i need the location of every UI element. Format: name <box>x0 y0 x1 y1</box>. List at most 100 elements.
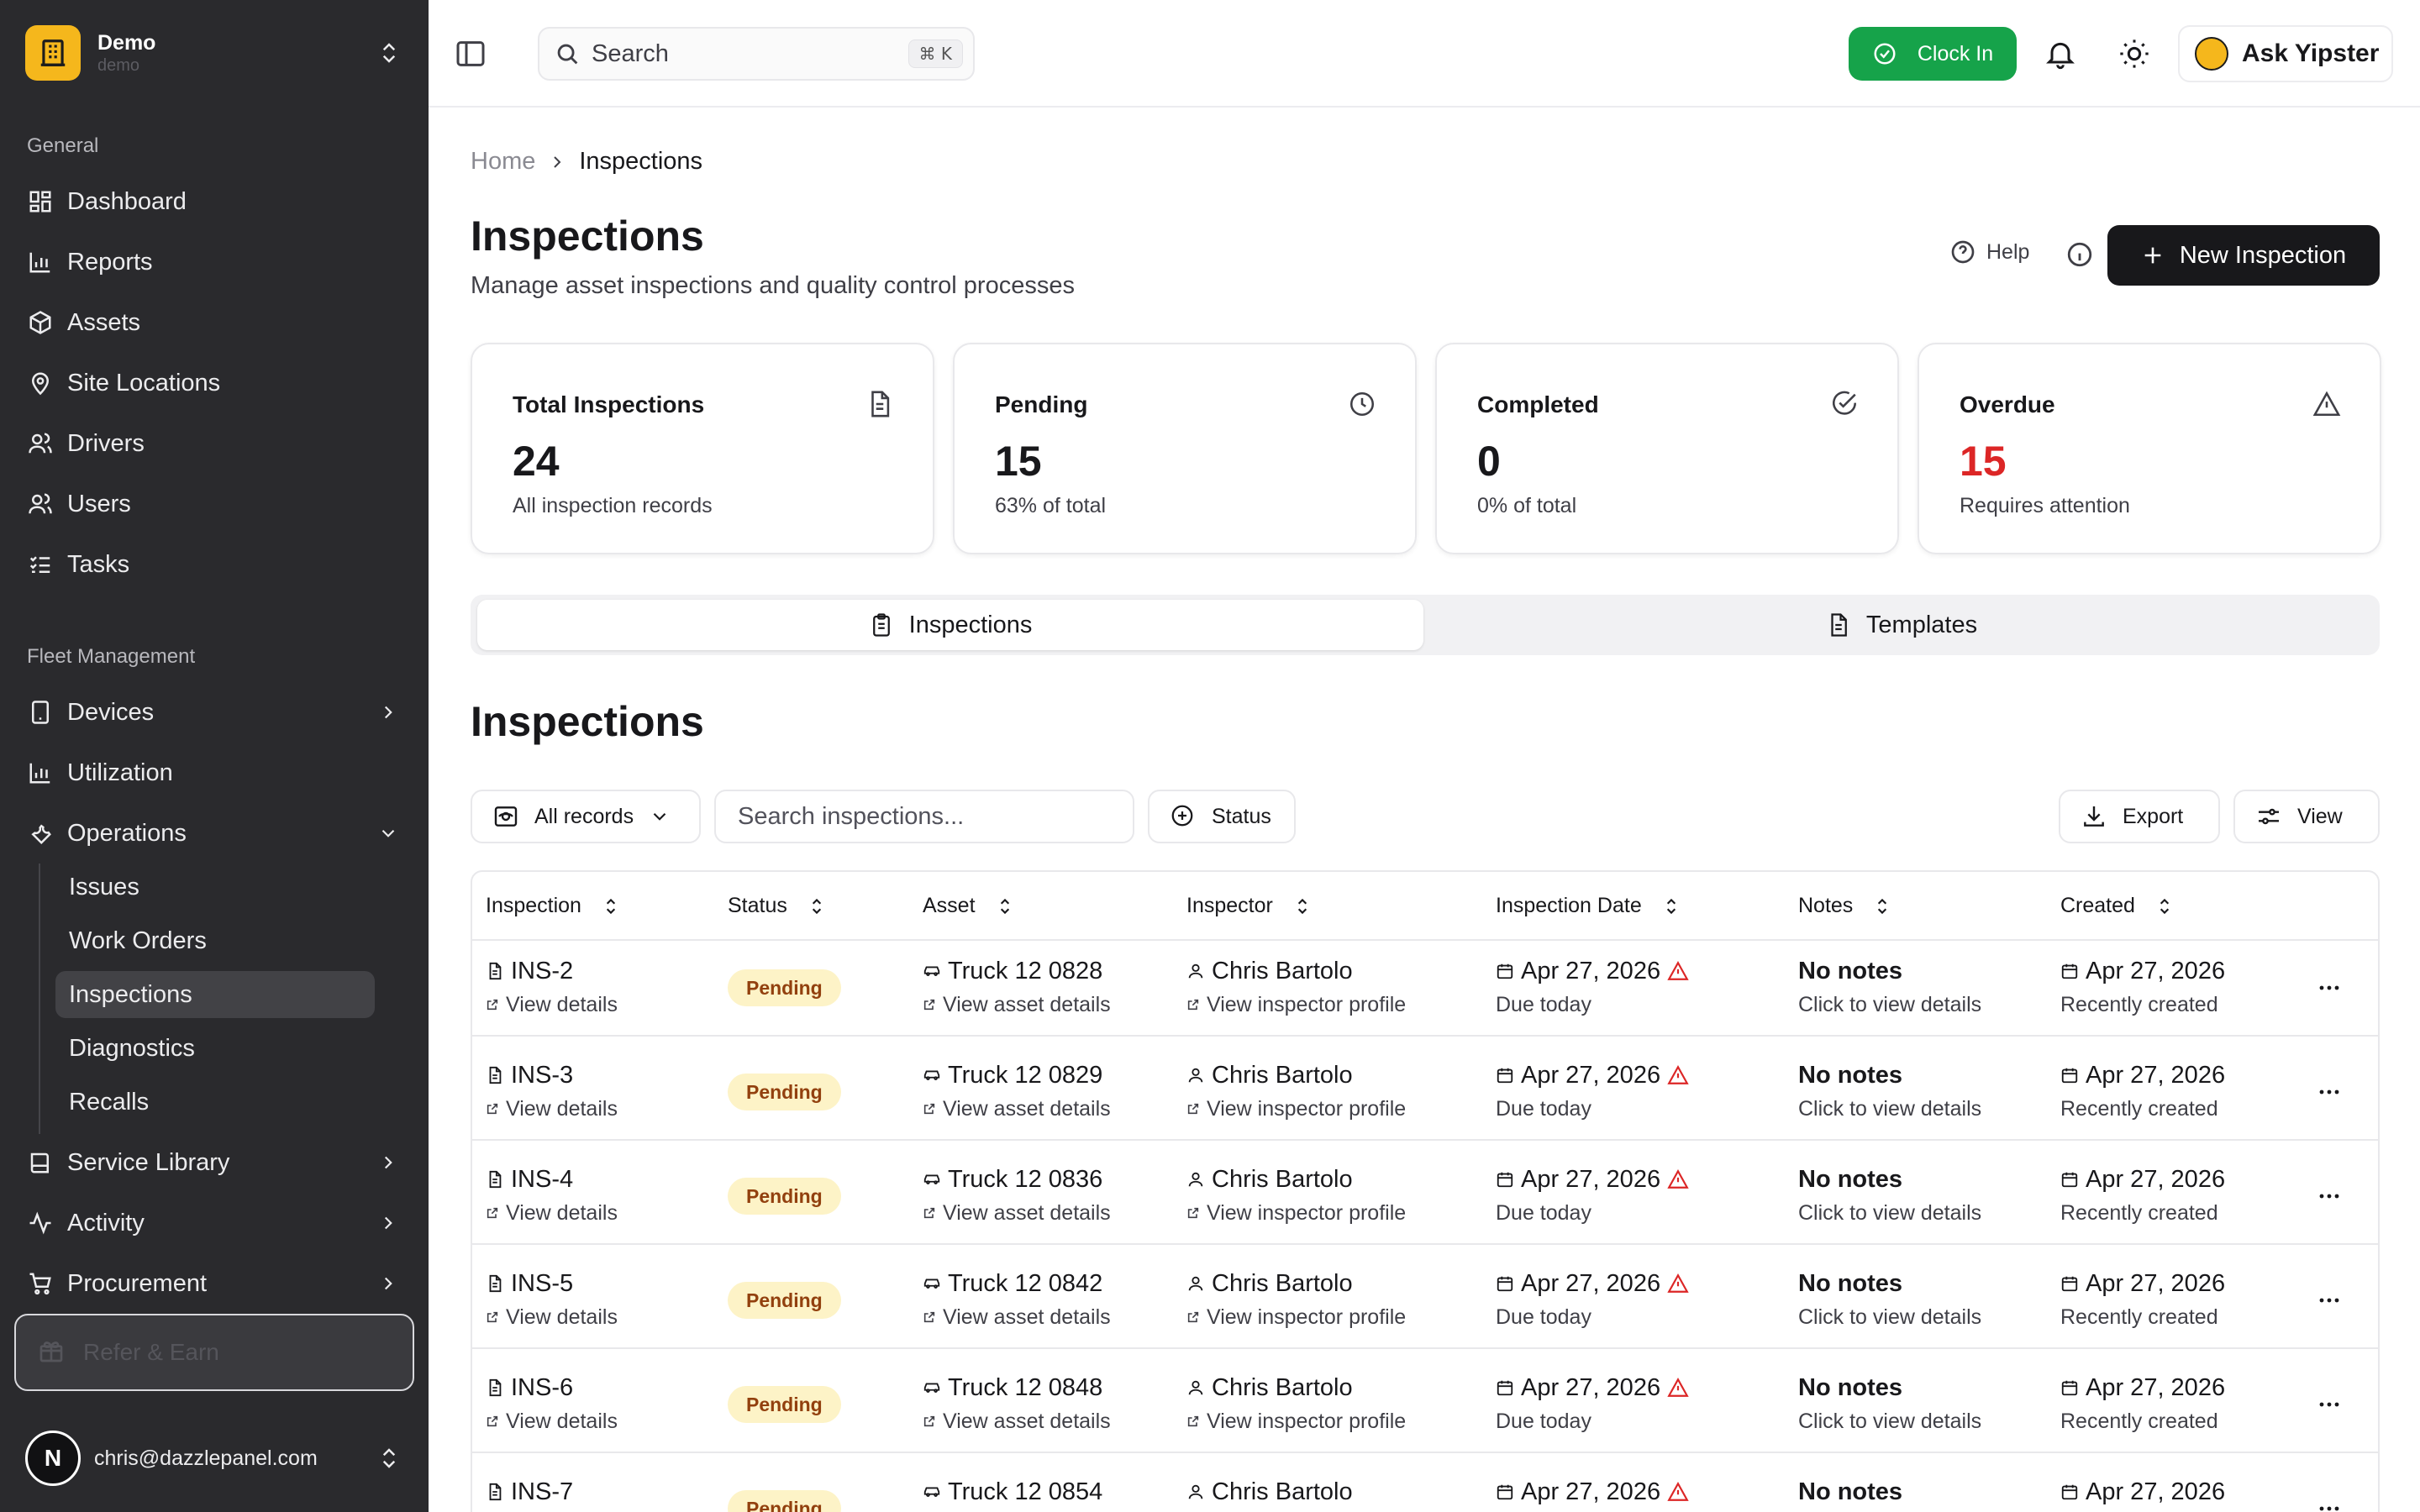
sidebar-toggle-icon[interactable] <box>454 37 487 71</box>
column-header-inspection[interactable]: Inspection <box>486 894 622 918</box>
sidebar-subitem-work-orders[interactable]: Work Orders <box>69 927 207 954</box>
global-search[interactable]: Search ⌘ K <box>538 27 975 81</box>
sidebar-subitem-diagnostics[interactable]: Diagnostics <box>69 1034 195 1062</box>
inspection-id[interactable]: INS-7 <box>511 1478 574 1505</box>
sidebar-item-procurement[interactable]: Procurement <box>17 1260 412 1307</box>
column-header-inspector[interactable]: Inspector <box>1186 894 1313 918</box>
view-asset-link[interactable]: View asset details <box>943 1305 1111 1329</box>
column-header-notes[interactable]: Notes <box>1798 894 1893 918</box>
asset-name[interactable]: Truck 12 0829 <box>948 1061 1103 1089</box>
view-details-link[interactable]: View details <box>506 992 618 1016</box>
inspector-name[interactable]: Chris Bartolo <box>1212 1165 1353 1193</box>
sidebar-subitem-recalls[interactable]: Recalls <box>69 1088 150 1116</box>
sidebar-subitem-issues[interactable]: Issues <box>69 873 139 900</box>
more-horizontal-icon[interactable] <box>2314 1077 2344 1107</box>
help-button[interactable]: Help <box>1949 239 2029 265</box>
notes-hint[interactable]: Click to view details <box>1798 1200 1982 1225</box>
help-circle-icon <box>1949 239 1976 265</box>
view-asset-link[interactable]: View asset details <box>943 1409 1111 1433</box>
inspection-id[interactable]: INS-4 <box>511 1165 574 1193</box>
export-button[interactable]: Export <box>2059 790 2220 843</box>
notes-hint[interactable]: Click to view details <box>1798 1409 1982 1433</box>
inspection-search-input[interactable] <box>714 790 1134 843</box>
calendar-icon <box>1496 1170 1514 1189</box>
view-details-link[interactable]: View details <box>506 1096 618 1121</box>
sidebar-item-activity[interactable]: Activity <box>17 1200 412 1247</box>
info-icon[interactable] <box>2065 240 2094 269</box>
view-details-link[interactable]: View details <box>506 1305 618 1329</box>
asset-name[interactable]: Truck 12 0854 <box>948 1478 1103 1505</box>
ask-yipster-button[interactable]: Ask Yipster <box>2178 25 2393 82</box>
more-horizontal-icon[interactable] <box>2314 1181 2344 1211</box>
column-header-asset[interactable]: Asset <box>923 894 1016 918</box>
sidebar-item-drivers[interactable]: Drivers <box>17 420 412 467</box>
table-row[interactable]: INS-5 View details Pending Truck 12 0842… <box>472 1253 2378 1349</box>
sidebar-subitem-inspections[interactable]: Inspections <box>55 971 375 1018</box>
table-row[interactable]: INS-4 View details Pending Truck 12 0836… <box>472 1149 2378 1245</box>
calendar-icon <box>1496 1378 1514 1397</box>
view-asset-link[interactable]: View asset details <box>943 992 1111 1016</box>
inspection-id[interactable]: INS-3 <box>511 1061 574 1089</box>
sidebar-item-reports[interactable]: Reports <box>17 239 412 286</box>
view-options-button[interactable]: View <box>2233 790 2380 843</box>
notes-hint[interactable]: Click to view details <box>1798 992 1982 1016</box>
status-filter-button[interactable]: Status <box>1148 790 1296 843</box>
page-subtitle: Manage asset inspections and quality con… <box>471 272 1075 299</box>
more-horizontal-icon[interactable] <box>2314 973 2344 1003</box>
view-inspector-link[interactable]: View inspector profile <box>1207 1409 1407 1433</box>
more-horizontal-icon[interactable] <box>2314 1389 2344 1420</box>
tab-inspections[interactable]: Inspections <box>477 600 1423 650</box>
inspector-name[interactable]: Chris Bartolo <box>1212 1061 1353 1089</box>
asset-name[interactable]: Truck 12 0842 <box>948 1269 1103 1297</box>
view-details-link[interactable]: View details <box>506 1409 618 1433</box>
view-inspector-link[interactable]: View inspector profile <box>1207 1305 1407 1329</box>
table-row[interactable]: INS-2 View details Pending Truck 12 0828… <box>472 941 2378 1037</box>
sidebar-item-site-locations[interactable]: Site Locations <box>17 360 412 407</box>
more-horizontal-icon[interactable] <box>2314 1285 2344 1315</box>
sidebar-item-devices[interactable]: Devices <box>17 689 412 736</box>
table-row[interactable]: INS-3 View details Pending Truck 12 0829… <box>472 1045 2378 1141</box>
refer-and-earn-button[interactable]: Refer & Earn <box>14 1314 414 1391</box>
bell-icon[interactable] <box>2044 37 2077 71</box>
inspector-name[interactable]: Chris Bartolo <box>1212 957 1353 984</box>
view-inspector-link[interactable]: View inspector profile <box>1207 1200 1407 1225</box>
more-horizontal-icon[interactable] <box>2314 1494 2344 1512</box>
workspace-switcher[interactable]: Demo demo <box>25 25 412 81</box>
sidebar-item-operations[interactable]: Operations <box>17 810 412 857</box>
column-header-created[interactable]: Created <box>2060 894 2175 918</box>
inspection-date: Apr 27, 2026 <box>1521 1269 1661 1297</box>
new-inspection-button[interactable]: New Inspection <box>2107 225 2380 286</box>
inspection-id[interactable]: INS-6 <box>511 1373 574 1401</box>
sidebar-item-assets[interactable]: Assets <box>17 299 412 346</box>
notes-hint[interactable]: Click to view details <box>1798 1096 1982 1121</box>
view-details-link[interactable]: View details <box>506 1200 618 1225</box>
sidebar-item-dashboard[interactable]: Dashboard <box>17 178 412 225</box>
sun-icon[interactable] <box>2118 37 2151 71</box>
sidebar-item-users[interactable]: Users <box>17 480 412 528</box>
sidebar-item-tasks[interactable]: Tasks <box>17 541 412 588</box>
view-asset-link[interactable]: View asset details <box>943 1200 1111 1225</box>
table-row[interactable]: INS-6 View details Pending Truck 12 0848… <box>472 1357 2378 1453</box>
asset-name[interactable]: Truck 12 0828 <box>948 957 1103 984</box>
inspection-id[interactable]: INS-5 <box>511 1269 574 1297</box>
asset-name[interactable]: Truck 12 0836 <box>948 1165 1103 1193</box>
view-inspector-link[interactable]: View inspector profile <box>1207 1096 1407 1121</box>
sidebar-item-utilization[interactable]: Utilization <box>17 749 412 796</box>
asset-name[interactable]: Truck 12 0848 <box>948 1373 1103 1401</box>
view-asset-link[interactable]: View asset details <box>943 1096 1111 1121</box>
column-header-inspection-date[interactable]: Inspection Date <box>1496 894 1682 918</box>
sidebar-item-service-library[interactable]: Service Library <box>17 1139 412 1186</box>
notes-hint[interactable]: Click to view details <box>1798 1305 1982 1329</box>
view-inspector-link[interactable]: View inspector profile <box>1207 992 1407 1016</box>
inspection-id[interactable]: INS-2 <box>511 957 574 984</box>
inspector-name[interactable]: Chris Bartolo <box>1212 1478 1353 1505</box>
user-menu[interactable]: N chris@dazzlepanel.com <box>25 1425 412 1492</box>
tab-templates[interactable]: Templates <box>1428 600 2375 650</box>
clock-in-button[interactable]: Clock In <box>1849 27 2017 81</box>
records-filter-dropdown[interactable]: All records <box>471 790 701 843</box>
table-row[interactable]: INS-7 View details Pending Truck 12 0854… <box>472 1462 2378 1512</box>
inspector-name[interactable]: Chris Bartolo <box>1212 1373 1353 1401</box>
inspector-name[interactable]: Chris Bartolo <box>1212 1269 1353 1297</box>
breadcrumb-home[interactable]: Home <box>471 148 536 175</box>
column-header-status[interactable]: Status <box>728 894 828 918</box>
